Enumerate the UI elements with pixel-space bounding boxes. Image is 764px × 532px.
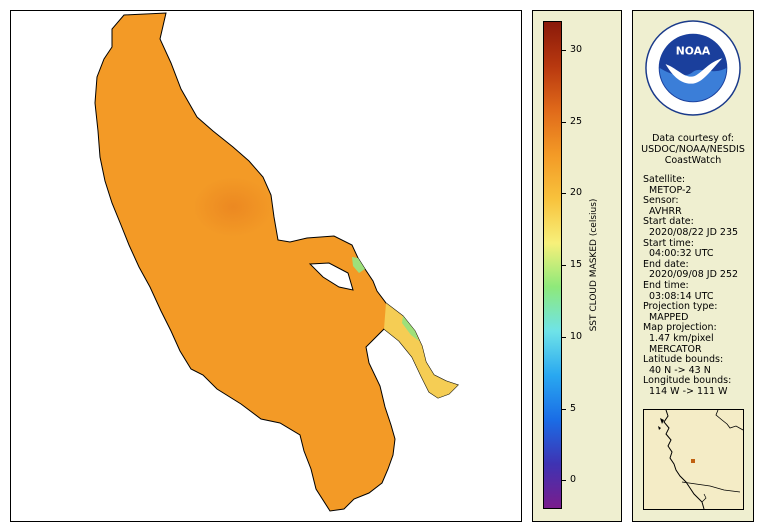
colorbar [543,21,562,509]
projection-type-value: MAPPED [649,311,689,323]
colorbar-tick-label: 0 [570,474,577,486]
noaa-logo-text: NOAA [676,44,711,57]
east-arm-shallows [384,303,458,398]
latitude-label: Latitude bounds: [643,354,724,366]
great-salt-lake-shape [94,12,459,512]
longitude-label: Longitude bounds: [643,375,732,387]
colorbar-tick-label: 5 [570,402,577,414]
colorbar-tick-mark [562,121,566,123]
map-projection-value-2: MERCATOR [649,343,702,355]
data-credit: Data courtesy of: USDOC/NOAA/NESDIS Coas… [633,133,753,166]
start-time-label: Start time: [643,237,694,249]
map-projection-label: Map projection: [643,322,717,334]
info-panel: NOAA Data courtesy of: USDOC/NOAA/NESDIS… [632,10,754,522]
map-panel [10,10,522,522]
sst-map [94,12,459,512]
colorbar-tick-label: 25 [570,115,583,127]
colorbar-tick-mark [562,408,566,410]
legend-panel: 30 25 20 15 10 5 0 SST CLOUD MASKED (celsius) [532,10,622,522]
start-date-label: Start date: [643,216,694,228]
locator-inset-map [643,409,744,510]
credit-line-3: CoastWatch [664,155,722,166]
credit-line-2: USDOC/NOAA/NESDIS [641,144,745,155]
longitude-value: 114 W -> 111 W [649,385,728,397]
end-date-value: 2020/09/08 JD 252 [649,269,739,281]
credit-line-1: Data courtesy of: [652,133,734,144]
colorbar-tick-label: 30 [570,43,583,55]
locator-coastline [658,409,744,510]
sensor-value: AVHRR [649,205,682,217]
latitude-value: 40 N -> 43 N [649,364,711,376]
colorbar-tick-label: 10 [570,330,583,342]
green-shallow-1 [352,257,365,273]
colorbar-tick-mark [562,193,566,195]
warm-patch [193,177,273,237]
start-time-value: 04:00:32 UTC [649,248,714,260]
metadata-list: Satellite: METOP-2 Sensor: AVHRR Start d… [643,174,739,397]
colorbar-tick-mark [562,480,566,482]
satellite-value: METOP-2 [649,184,692,196]
colorbar-tick-mark [562,49,566,51]
map-projection-value-1: 1.47 km/pixel [649,332,714,344]
colorbar-tick-mark [562,265,566,266]
colorbar-tick-mark [562,336,566,338]
green-shallow-2 [402,316,419,341]
colorbar-tick-label: 20 [570,187,583,199]
sensor-label: Sensor: [643,195,679,207]
noaa-logo-icon: NOAA [645,20,741,116]
colorbar-title: SST CLOUD MASKED (celsius) [589,198,599,332]
locator-marker [691,459,695,463]
end-time-value: 03:08:14 UTC [649,290,714,302]
start-date-value: 2020/08/22 JD 235 [649,226,739,238]
satellite-label: Satellite: [643,174,686,185]
colorbar-tick-label: 15 [570,259,583,270]
end-time-label: End time: [643,279,689,291]
projection-type-label: Projection type: [643,301,718,313]
end-date-label: End date: [643,258,689,270]
